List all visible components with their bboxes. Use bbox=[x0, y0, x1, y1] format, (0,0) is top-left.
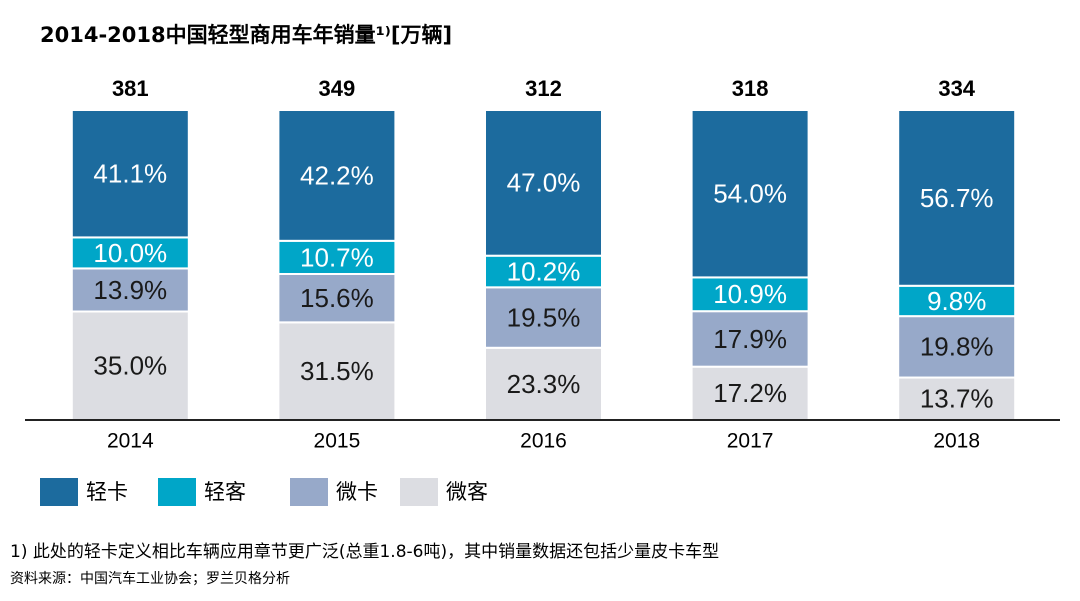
value-label: 23.3% bbox=[507, 369, 581, 399]
legend-label: 轻客 bbox=[204, 480, 246, 504]
source: 资料来源：中国汽车工业协会；罗兰贝格分析 bbox=[10, 570, 290, 587]
x-tick-label: 2017 bbox=[727, 430, 774, 453]
value-label: 10.2% bbox=[507, 256, 581, 286]
value-label: 9.8% bbox=[927, 286, 986, 316]
x-tick-label: 2014 bbox=[107, 430, 154, 453]
legend-swatch bbox=[158, 478, 196, 506]
x-tick-label: 2018 bbox=[933, 430, 980, 453]
x-tick-label: 2015 bbox=[314, 430, 361, 453]
bar-segment bbox=[897, 109, 1017, 287]
bar-segment bbox=[897, 376, 1017, 421]
bar-segment bbox=[484, 254, 603, 289]
value-label: 19.8% bbox=[920, 332, 994, 362]
total-label: 318 bbox=[732, 76, 769, 101]
x-tick-label: 2016 bbox=[520, 430, 567, 453]
total-label: 381 bbox=[112, 76, 149, 101]
value-label: 47.0% bbox=[507, 168, 581, 198]
legend-swatch bbox=[40, 478, 78, 506]
value-label: 10.0% bbox=[93, 238, 167, 268]
value-label: 13.7% bbox=[920, 384, 994, 414]
value-label: 15.6% bbox=[300, 283, 374, 313]
legend-swatch bbox=[290, 478, 328, 506]
legend-label: 微客 bbox=[446, 480, 488, 504]
value-label: 17.2% bbox=[713, 378, 787, 408]
value-label: 54.0% bbox=[713, 179, 787, 209]
bar-segment bbox=[70, 310, 190, 421]
bar-segment bbox=[484, 286, 603, 349]
value-label: 42.2% bbox=[300, 160, 374, 190]
legend-label: 轻卡 bbox=[86, 480, 128, 504]
value-label: 31.5% bbox=[300, 356, 374, 386]
value-label: 56.7% bbox=[920, 183, 994, 213]
legend-label: 微卡 bbox=[336, 480, 378, 504]
total-label: 312 bbox=[525, 76, 562, 101]
bar-segment bbox=[484, 109, 603, 257]
value-label: 10.7% bbox=[300, 242, 374, 272]
bar-segment bbox=[70, 267, 190, 313]
bar-segment bbox=[690, 276, 810, 313]
bar-segment bbox=[70, 109, 190, 239]
value-label: 35.0% bbox=[93, 351, 167, 381]
bar-segment bbox=[897, 315, 1017, 379]
bar-segment bbox=[277, 239, 397, 275]
value-label: 41.1% bbox=[93, 159, 167, 189]
value-label: 13.9% bbox=[93, 275, 167, 305]
bar-segment bbox=[277, 109, 397, 242]
chart-title: 2014-2018中国轻型商用车年销量¹⁾[万辆] bbox=[40, 23, 452, 47]
value-label: 17.9% bbox=[713, 324, 787, 354]
total-label: 349 bbox=[319, 76, 356, 101]
value-label: 19.5% bbox=[507, 302, 581, 332]
legend-swatch bbox=[400, 478, 438, 506]
footnote: 1) 此处的轻卡定义相比车辆应用章节更广泛(总重1.8-6吨)，其中销量数据还包… bbox=[10, 542, 719, 562]
bar-segment bbox=[690, 109, 810, 279]
total-label: 334 bbox=[938, 76, 975, 101]
bar-segment bbox=[897, 284, 1017, 318]
value-label: 10.9% bbox=[713, 279, 787, 309]
bar-segment bbox=[277, 272, 397, 324]
